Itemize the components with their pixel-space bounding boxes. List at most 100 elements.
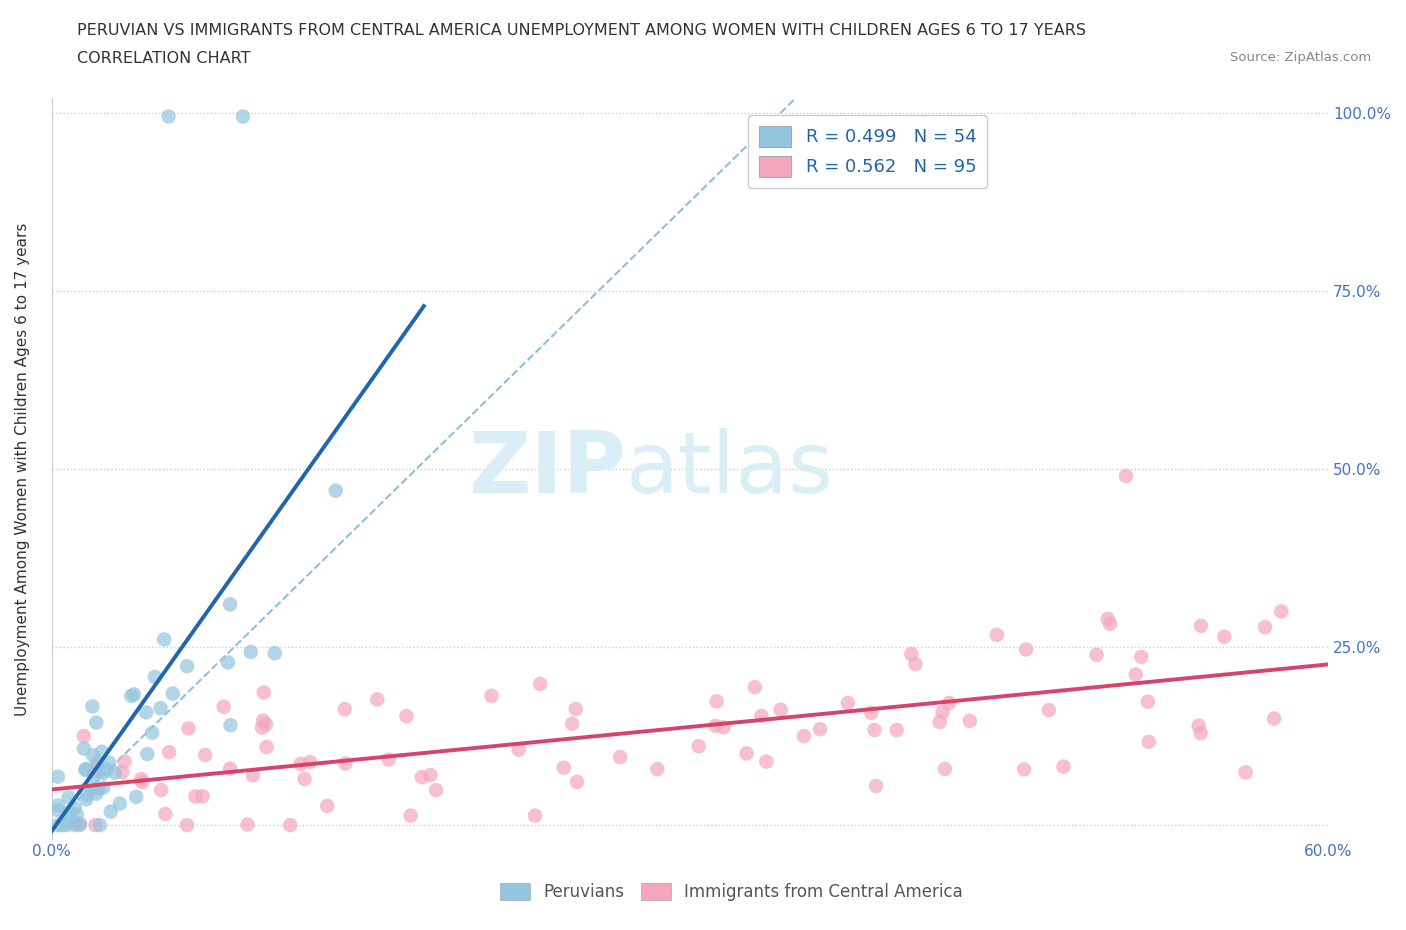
Point — [290, 756, 312, 771]
Legend: R = 0.499   N = 54, R = 0.562   N = 95: R = 0.499 N = 54, R = 0.562 N = 95 — [748, 115, 987, 188]
Point — [524, 808, 547, 823]
Point — [75, 792, 97, 807]
Point — [86, 786, 108, 801]
Point — [1189, 618, 1212, 633]
Point — [419, 767, 441, 782]
Point — [928, 714, 950, 729]
Point — [90, 744, 112, 759]
Point — [769, 702, 792, 717]
Point — [122, 687, 145, 702]
Point — [1038, 703, 1060, 718]
Point — [263, 645, 285, 660]
Text: ZIP: ZIP — [468, 428, 626, 511]
Point — [865, 778, 887, 793]
Point — [986, 628, 1008, 643]
Point — [252, 713, 274, 728]
Point — [1234, 764, 1257, 779]
Point — [1085, 647, 1108, 662]
Point — [934, 762, 956, 777]
Point — [860, 706, 883, 721]
Point — [86, 755, 108, 770]
Point — [863, 723, 886, 737]
Point — [299, 754, 322, 769]
Point — [111, 764, 134, 779]
Point — [84, 817, 107, 832]
Point — [69, 817, 91, 832]
Point — [744, 680, 766, 695]
Point — [564, 701, 586, 716]
Point — [751, 709, 773, 724]
Point — [529, 676, 551, 691]
Point — [219, 761, 242, 776]
Point — [1136, 695, 1159, 710]
Point — [86, 715, 108, 730]
Point — [91, 780, 114, 795]
Point — [219, 597, 242, 612]
Point — [153, 632, 176, 647]
Point — [704, 718, 727, 733]
Point — [239, 644, 262, 659]
Point — [1099, 617, 1122, 631]
Point — [242, 768, 264, 783]
Point — [104, 765, 127, 780]
Point — [125, 790, 148, 804]
Point — [91, 765, 114, 780]
Point — [1254, 619, 1277, 634]
Point — [395, 709, 418, 724]
Point — [1188, 718, 1211, 733]
Point — [162, 686, 184, 701]
Point — [688, 738, 710, 753]
Point — [254, 717, 277, 732]
Point — [176, 817, 198, 832]
Point — [131, 775, 153, 790]
Y-axis label: Unemployment Among Women with Children Ages 6 to 17 years: Unemployment Among Women with Children A… — [15, 222, 30, 716]
Point — [63, 801, 86, 816]
Point — [325, 484, 347, 498]
Point — [135, 705, 157, 720]
Point — [837, 696, 859, 711]
Point — [73, 728, 96, 743]
Point — [114, 754, 136, 769]
Point — [141, 725, 163, 740]
Point — [51, 817, 73, 832]
Point — [399, 808, 422, 823]
Point — [46, 817, 69, 832]
Point — [177, 721, 200, 736]
Point — [900, 646, 922, 661]
Point — [1097, 612, 1119, 627]
Point — [155, 806, 177, 821]
Point — [561, 716, 583, 731]
Point — [232, 109, 254, 124]
Point — [96, 762, 118, 777]
Point — [706, 694, 728, 709]
Point — [1189, 725, 1212, 740]
Point — [212, 699, 235, 714]
Point — [755, 754, 778, 769]
Point — [60, 810, 83, 825]
Point — [82, 748, 104, 763]
Point — [1015, 642, 1038, 657]
Point — [194, 748, 217, 763]
Point — [83, 768, 105, 783]
Point — [253, 685, 276, 700]
Point — [1125, 667, 1147, 682]
Point — [89, 817, 111, 832]
Point — [236, 817, 259, 832]
Point — [129, 772, 152, 787]
Point — [250, 720, 273, 735]
Point — [46, 769, 69, 784]
Point — [886, 723, 908, 737]
Point — [66, 807, 89, 822]
Point — [136, 747, 159, 762]
Point — [1270, 604, 1292, 618]
Point — [75, 763, 97, 777]
Point — [69, 817, 91, 831]
Point — [98, 755, 121, 770]
Point — [793, 729, 815, 744]
Point — [176, 658, 198, 673]
Text: CORRELATION CHART: CORRELATION CHART — [77, 51, 250, 66]
Text: PERUVIAN VS IMMIGRANTS FROM CENTRAL AMERICA UNEMPLOYMENT AMONG WOMEN WITH CHILDR: PERUVIAN VS IMMIGRANTS FROM CENTRAL AMER… — [77, 23, 1087, 38]
Point — [425, 783, 447, 798]
Text: Source: ZipAtlas.com: Source: ZipAtlas.com — [1230, 51, 1371, 64]
Point — [1052, 759, 1074, 774]
